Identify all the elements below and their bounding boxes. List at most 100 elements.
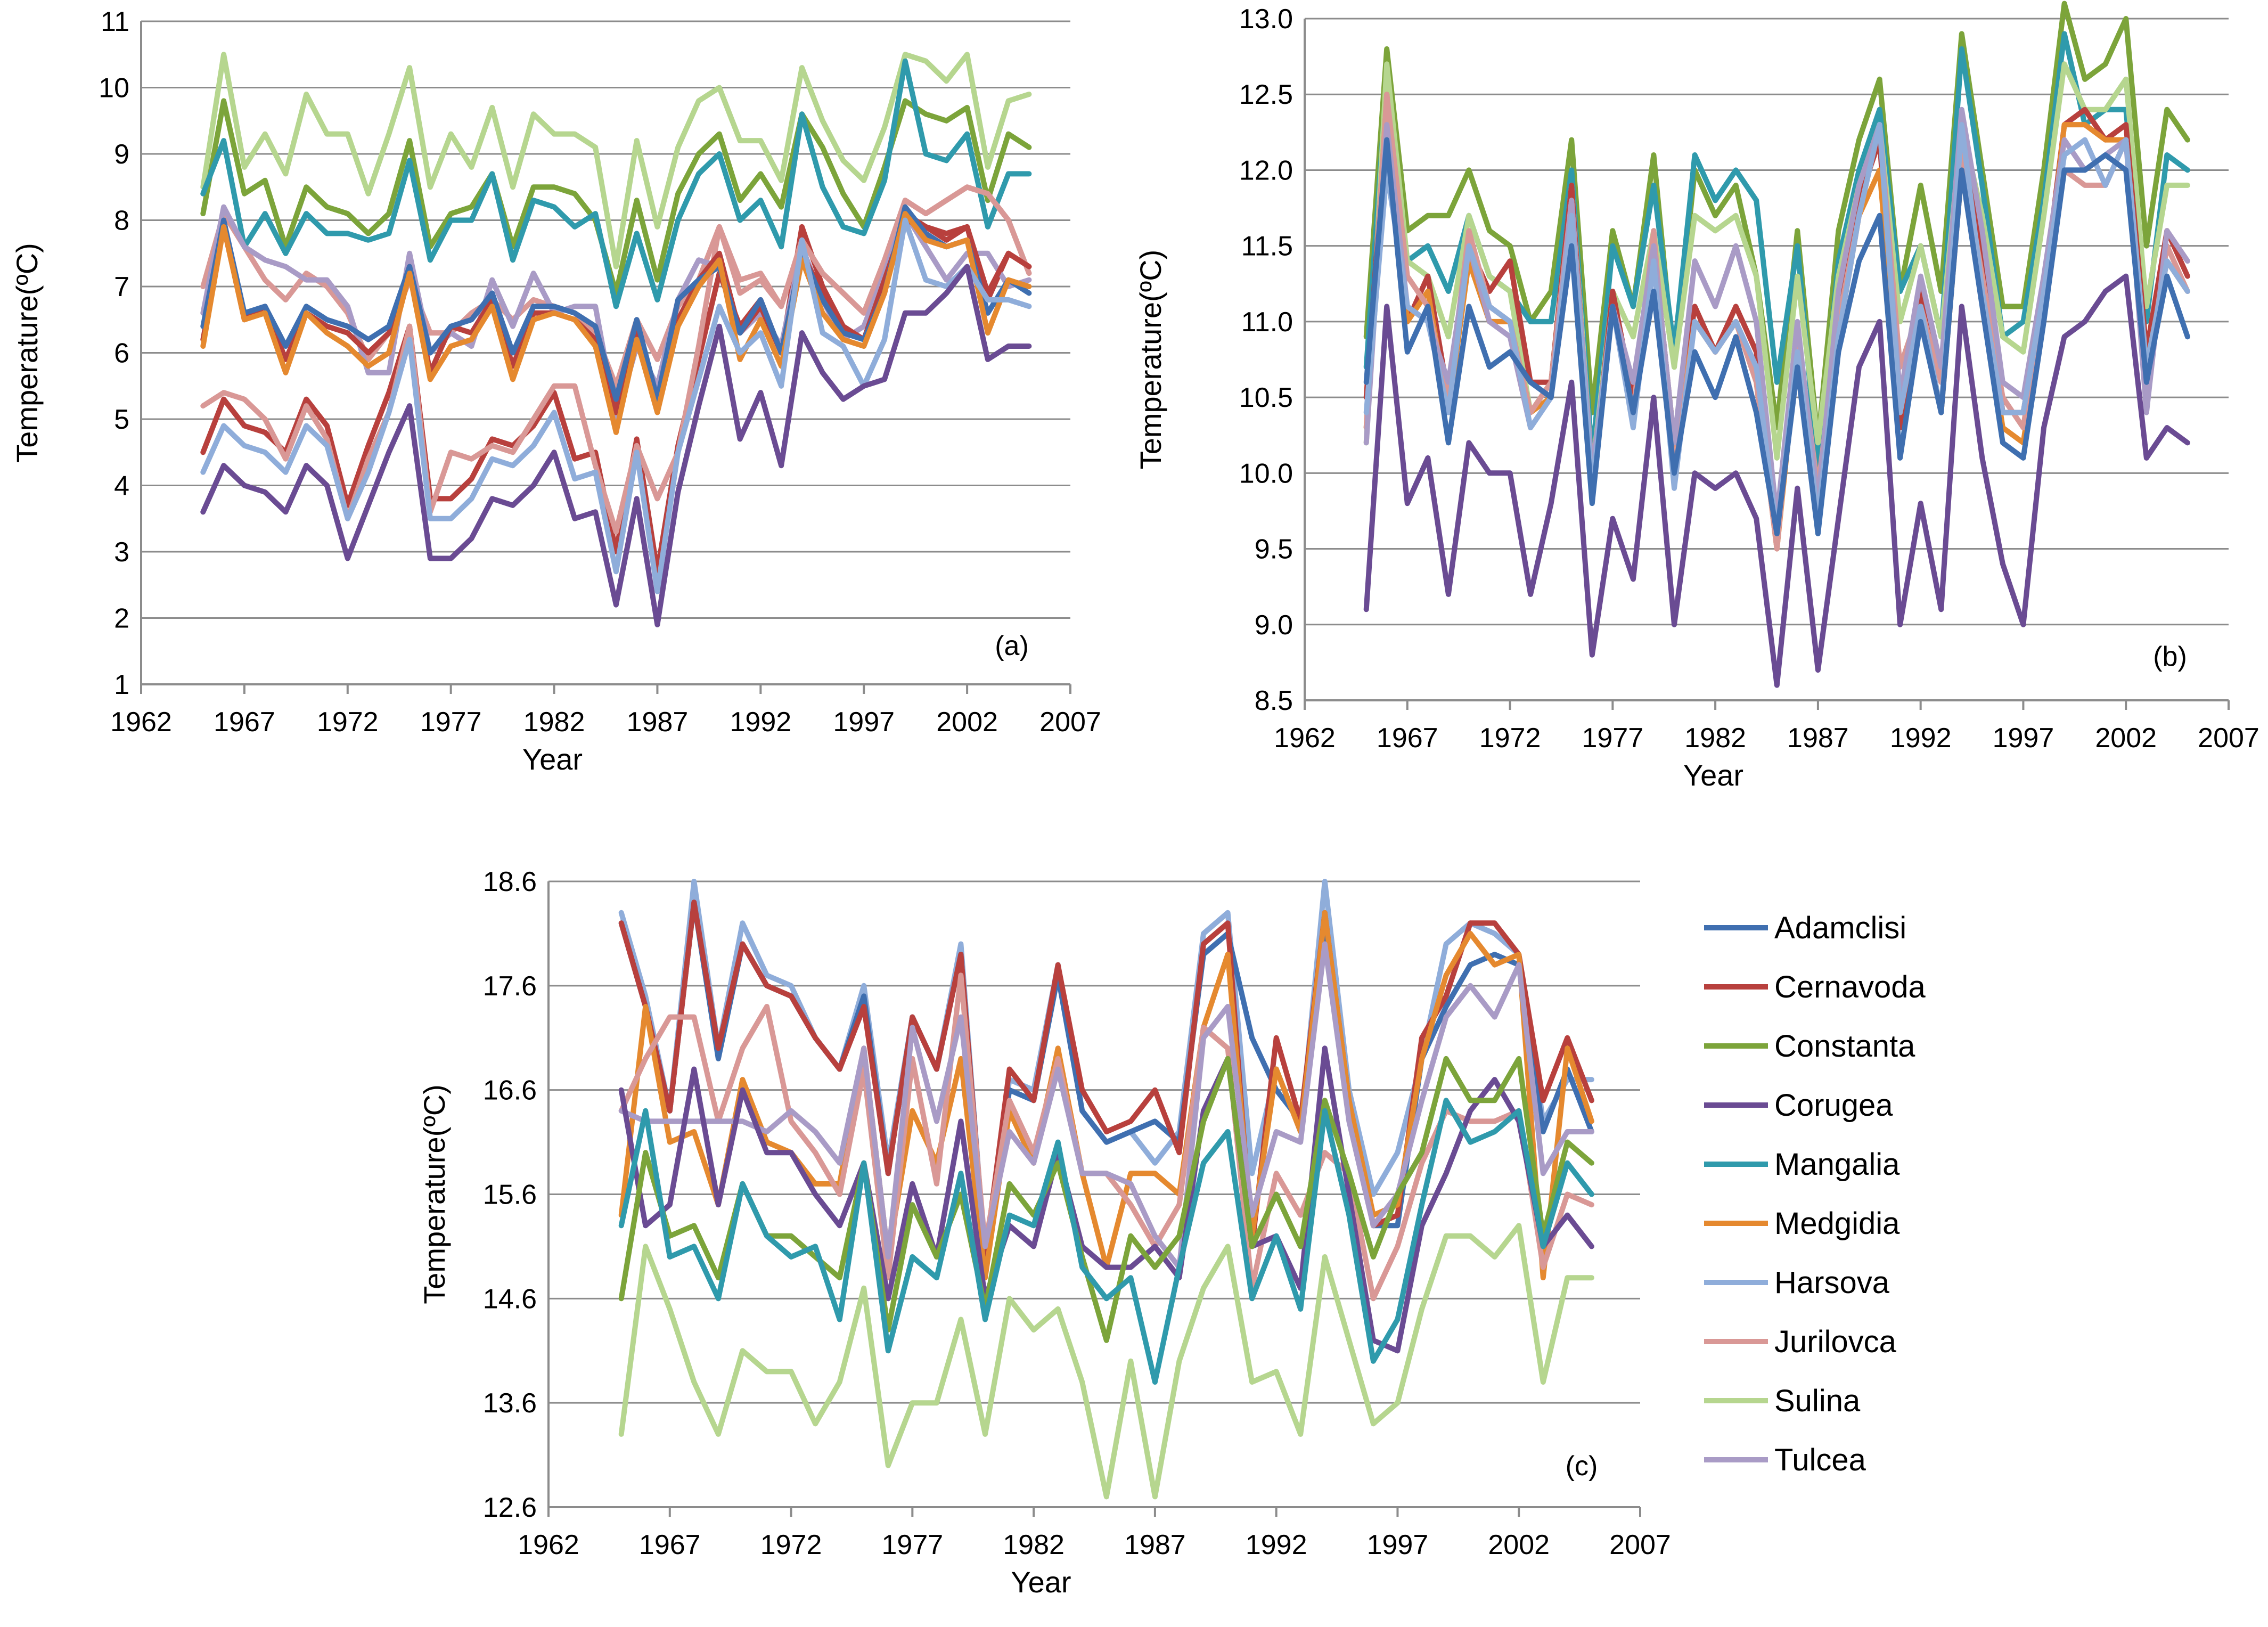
- y-tick-label: 1: [114, 669, 129, 700]
- legend-label: Sulina: [1774, 1384, 1861, 1418]
- y-tick-label: 11: [101, 6, 129, 37]
- x-tick-label: 1997: [1993, 723, 2054, 754]
- series-line-sulina: [618, 1223, 1594, 1500]
- x-tick-label: 1992: [1246, 1530, 1307, 1560]
- x-tick-label: 2002: [1488, 1530, 1550, 1560]
- panel-label: (c): [1566, 1451, 1598, 1482]
- y-tick-label: 10.5: [1239, 382, 1293, 413]
- legend: Adamclisi Cernavoda Constanta Corugea Mangal…: [1704, 911, 1926, 1477]
- series-line-constanta: [618, 1056, 1594, 1343]
- series-line-constanta: [1363, 1, 2190, 446]
- series-line-corugea: [200, 264, 1032, 627]
- x-tick-label: 1977: [420, 707, 482, 738]
- y-tick-label: 18.6: [483, 866, 537, 897]
- x-tick-label: 1987: [1787, 723, 1849, 754]
- y-tick-label: 9.5: [1255, 534, 1293, 565]
- legend-item: Cernavoda: [1704, 970, 1926, 1004]
- x-tick-label: 1962: [518, 1530, 579, 1560]
- x-tick-label: 1967: [639, 1530, 701, 1560]
- y-tick-label: 11.0: [1241, 307, 1293, 338]
- legend-label: Jurilovca: [1774, 1325, 1897, 1359]
- x-tick-label: 2007: [1609, 1530, 1671, 1560]
- x-tick-label: 1982: [523, 707, 585, 738]
- x-axis-label: Year: [522, 742, 583, 776]
- x-tick-label: 1982: [1684, 723, 1746, 754]
- chart-panel-c: 12.6 13.6 14.6 15.6 16.6 17.6 18.6 1962 1967 1972…: [417, 866, 1671, 1599]
- legend-item: Jurilovca: [1704, 1325, 1897, 1359]
- y-tick-label: 10: [99, 73, 129, 104]
- series-line-adamclisi: [1363, 137, 2190, 537]
- legend-item: Mangalia: [1704, 1147, 1900, 1182]
- x-tick-label: 1972: [1479, 723, 1541, 754]
- panel-label: (a): [995, 631, 1029, 661]
- y-tick-label: 6: [114, 338, 129, 369]
- x-tick-label: 1972: [317, 707, 379, 738]
- legend-item: Adamclisi: [1704, 911, 1906, 945]
- y-tick-label: 9: [114, 139, 129, 170]
- legend-item: Sulina: [1704, 1384, 1861, 1418]
- x-tick-label: 1977: [881, 1530, 943, 1560]
- series-line-mangalia: [618, 1098, 1594, 1385]
- series-line-jurilovca: [200, 184, 1032, 389]
- y-tick-label: 17.6: [483, 971, 537, 1002]
- series-line-harsova: [200, 217, 1032, 594]
- panel-label: (b): [2153, 641, 2187, 672]
- y-tick-label: 12.6: [483, 1492, 537, 1523]
- x-axis-label: Year: [1683, 758, 1743, 792]
- legend-item: Tulcea: [1704, 1443, 1866, 1477]
- y-axis-label: Temperature(ºC): [1134, 250, 1167, 470]
- x-tick-label: 1977: [1582, 723, 1643, 754]
- legend-label: Mangalia: [1774, 1147, 1900, 1182]
- series-line-corugea: [1363, 273, 2190, 688]
- y-tick-label: 7: [114, 272, 129, 302]
- y-axis-label: Temperature(ºC): [417, 1084, 451, 1304]
- y-tick-label: 4: [114, 471, 129, 502]
- y-tick-label: 8.5: [1255, 685, 1293, 716]
- legend-label: Medgidia: [1774, 1206, 1900, 1241]
- x-tick-label: 1972: [760, 1530, 822, 1560]
- legend-label: Corugea: [1774, 1088, 1893, 1123]
- y-tick-label: 13.6: [483, 1388, 537, 1419]
- legend-label: Adamclisi: [1774, 911, 1906, 945]
- y-tick-label: 16.6: [483, 1075, 537, 1106]
- legend-label: Tulcea: [1774, 1443, 1866, 1477]
- x-tick-label: 1962: [110, 707, 172, 738]
- y-tick-label: 10.0: [1239, 458, 1293, 489]
- x-tick-label: 1992: [1890, 723, 1952, 754]
- series-line-medgidia: [618, 910, 1594, 1281]
- x-tick-label: 1987: [1124, 1530, 1186, 1560]
- x-tick-label: 1997: [833, 707, 895, 738]
- legend-label: Harsova: [1774, 1265, 1890, 1300]
- x-tick-label: 2007: [2198, 723, 2259, 754]
- x-tick-label: 2002: [2095, 723, 2157, 754]
- x-tick-label: 1967: [214, 707, 275, 738]
- y-tick-label: 9.0: [1255, 610, 1293, 641]
- y-tick-label: 8: [114, 206, 129, 236]
- x-axis-label: Year: [1011, 1565, 1071, 1599]
- x-tick-label: 2002: [936, 707, 998, 738]
- legend-label: Cernavoda: [1774, 970, 1926, 1004]
- y-tick-label: 3: [114, 537, 129, 568]
- y-tick-label: 12.5: [1239, 79, 1293, 110]
- y-tick-label: 11.5: [1241, 231, 1293, 262]
- legend-item: Corugea: [1704, 1088, 1893, 1123]
- chart-panel-a: 1 2 3 4 5 6 7 8 9 10 11 1962 1967 1972 1977 1982 1987 199…: [10, 6, 1101, 776]
- y-tick-label: 2: [114, 603, 129, 634]
- chart-panel-b: 8.5 9.0 9.5 10.0 10.5 11.0 11.5 12.0 12.5 13.0 196…: [1134, 1, 2259, 792]
- y-tick-label: 12.0: [1239, 155, 1293, 186]
- series-line-medgidia: [200, 211, 1032, 435]
- y-tick-label: 5: [114, 404, 129, 435]
- series-line-mangalia: [200, 58, 1032, 309]
- x-tick-label: 2007: [1039, 707, 1101, 738]
- legend-item: Constanta: [1704, 1029, 1915, 1064]
- x-tick-label: 1982: [1003, 1530, 1065, 1560]
- y-tick-label: 14.6: [483, 1283, 537, 1314]
- y-axis-label: Temperature(ºC): [10, 243, 44, 463]
- x-tick-label: 1992: [730, 707, 791, 738]
- series-line-sulina: [200, 52, 1032, 269]
- series-line-corugea: [618, 1045, 1594, 1354]
- series-line-jurilovca-a-lower: [200, 184, 1032, 535]
- x-tick-label: 1987: [627, 707, 689, 738]
- legend-label: Constanta: [1774, 1029, 1915, 1064]
